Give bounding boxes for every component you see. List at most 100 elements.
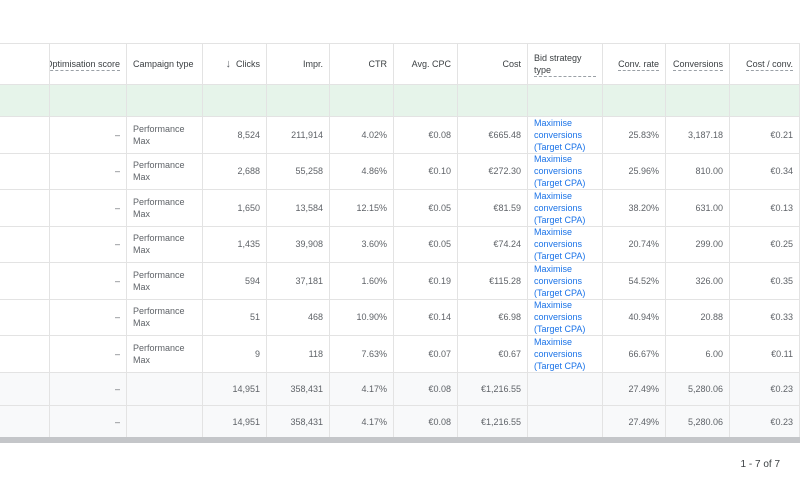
cell-value: 4.17% — [361, 383, 387, 394]
cell-cost-per-conv: €0.13 — [730, 190, 800, 227]
cell-clicks: 8,524 — [203, 117, 267, 154]
cell-value: 4.17% — [361, 416, 387, 427]
cell-optimisation-score: – — [50, 117, 127, 154]
pagination-label: 1 - 7 of 7 — [740, 459, 780, 470]
filter-cell — [267, 85, 330, 117]
cell-conv-rate: 40.94% — [603, 299, 666, 336]
cell-value: €1,216.55 — [480, 416, 521, 427]
cell-bid-strategy-type: Maximise conversions (Target CPA) — [528, 336, 603, 373]
bid-strategy-link[interactable]: Maximise conversions (Target CPA) — [534, 117, 586, 152]
column-header-conversions[interactable]: Conversions — [666, 43, 730, 85]
column-header-campaign-type[interactable]: Campaign type — [127, 43, 203, 85]
column-header-impressions[interactable]: Impr. — [267, 43, 330, 85]
column-header-label: Campaign type — [133, 59, 194, 69]
column-header-avg-cpc[interactable]: Avg. CPC — [394, 43, 458, 85]
cell-cost-per-conv: €0.35 — [730, 263, 800, 300]
horizontal-scrollbar[interactable] — [0, 437, 800, 443]
table-row: – Performance Max 9 118 7.63% €0.07 €0.67 Maxim… — [0, 336, 800, 373]
cell-bid-strategy-type: Maximise conversions (Target CPA) — [528, 299, 603, 336]
cell-cost: €272.30 — [458, 153, 528, 190]
cell-conv-rate: 66.67% — [603, 336, 666, 373]
cell-value: 14,951 — [232, 416, 260, 427]
cell-clicks: 51 — [203, 299, 267, 336]
cell-value: €0.10 — [428, 166, 451, 177]
cell-value: 9 — [254, 348, 260, 359]
cell-value: 299.00 — [695, 239, 723, 250]
cell-value: – — [114, 312, 120, 323]
column-header-conv-rate[interactable]: Conv. rate — [603, 43, 666, 85]
total-cell-cost-per-conv: €0.23 — [730, 405, 800, 439]
cell-row-select — [0, 117, 50, 154]
cell-value: €0.08 — [428, 383, 451, 394]
cell-value: – — [114, 416, 120, 427]
cell-conversions: 20.88 — [666, 299, 730, 336]
cell-clicks: 1,435 — [203, 226, 267, 263]
bid-strategy-link[interactable]: Maximise conversions (Target CPA) — [534, 336, 586, 371]
cell-value: €272.30 — [488, 166, 521, 177]
cell-row-select — [0, 263, 50, 300]
total-cell-optimisation-score: – — [50, 405, 127, 439]
cell-value: 20.74% — [628, 239, 659, 250]
cell-value: 27.49% — [628, 383, 659, 394]
cell-value: €0.67 — [498, 348, 521, 359]
cell-value: – — [114, 129, 120, 140]
column-header-optimisation-score[interactable]: Optimisation score — [50, 43, 127, 85]
column-header-clicks[interactable]: ↓ Clicks — [203, 43, 267, 85]
column-header-cost[interactable]: Cost — [458, 43, 528, 85]
cell-value: Performance Max — [133, 123, 185, 146]
bid-strategy-link[interactable]: Maximise conversions (Target CPA) — [534, 300, 586, 335]
column-header-bid-strategy-type[interactable]: Bid strategy type — [528, 43, 603, 85]
cell-value: Performance Max — [133, 233, 185, 256]
cell-optimisation-score: – — [50, 190, 127, 227]
total-cell-avg-cpc: €0.08 — [394, 405, 458, 439]
bid-strategy-link[interactable]: Maximise conversions (Target CPA) — [534, 263, 586, 298]
totals-row: – 14,951 358,431 4.17% €0.08 €1,216.55 27.49% 5… — [0, 405, 800, 439]
total-cell-conversions: 5,280.06 — [666, 372, 730, 406]
cell-value: €81.59 — [493, 202, 521, 213]
cell-campaign-type: Performance Max — [127, 153, 203, 190]
filter-row — [0, 85, 800, 117]
total-cell-campaign-type — [127, 372, 203, 406]
column-header-label: Avg. CPC — [411, 59, 451, 69]
cell-impressions: 211,914 — [267, 117, 330, 154]
column-header-ctr[interactable]: CTR — [330, 43, 394, 85]
cell-ctr: 4.86% — [330, 153, 394, 190]
cell-cost: €115.28 — [458, 263, 528, 300]
cell-value: – — [114, 202, 120, 213]
cell-value: €665.48 — [488, 129, 521, 140]
cell-value: 40.94% — [628, 312, 659, 323]
table-header-row: Optimisation score Campaign type ↓ Clicks Im… — [0, 43, 800, 85]
cell-value: 326.00 — [695, 275, 723, 286]
cell-value: €0.08 — [428, 129, 451, 140]
total-cell-impressions: 358,431 — [267, 405, 330, 439]
cell-conv-rate: 54.52% — [603, 263, 666, 300]
column-header-cost-per-conv[interactable]: Cost / conv. — [730, 43, 800, 85]
cell-value: 12.15% — [356, 202, 387, 213]
cell-conversions: 810.00 — [666, 153, 730, 190]
cell-conv-rate: 25.96% — [603, 153, 666, 190]
cell-impressions: 39,908 — [267, 226, 330, 263]
cell-value: €0.14 — [428, 312, 451, 323]
cell-campaign-type: Performance Max — [127, 117, 203, 154]
cell-bid-strategy-type: Maximise conversions (Target CPA) — [528, 263, 603, 300]
cell-value: Performance Max — [133, 269, 185, 292]
column-header-label: Conversions — [672, 58, 723, 71]
column-header-label: Cost / conv. — [746, 58, 793, 71]
cell-row-select — [0, 190, 50, 227]
cell-bid-strategy-type: Maximise conversions (Target CPA) — [528, 153, 603, 190]
cell-cost: €74.24 — [458, 226, 528, 263]
total-cell-row-select — [0, 405, 50, 439]
total-cell-cost: €1,216.55 — [458, 372, 528, 406]
cell-optimisation-score: – — [50, 299, 127, 336]
cell-value: 631.00 — [695, 202, 723, 213]
bid-strategy-link[interactable]: Maximise conversions (Target CPA) — [534, 227, 586, 262]
bid-strategy-link[interactable]: Maximise conversions (Target CPA) — [534, 154, 586, 189]
column-header-label: Conv. rate — [618, 58, 659, 71]
filter-cell — [666, 85, 730, 117]
filter-cell — [0, 85, 50, 117]
cell-clicks: 9 — [203, 336, 267, 373]
cell-value: 4.86% — [361, 166, 387, 177]
cell-avg-cpc: €0.08 — [394, 117, 458, 154]
cell-value: 358,431 — [290, 416, 323, 427]
bid-strategy-link[interactable]: Maximise conversions (Target CPA) — [534, 190, 586, 225]
